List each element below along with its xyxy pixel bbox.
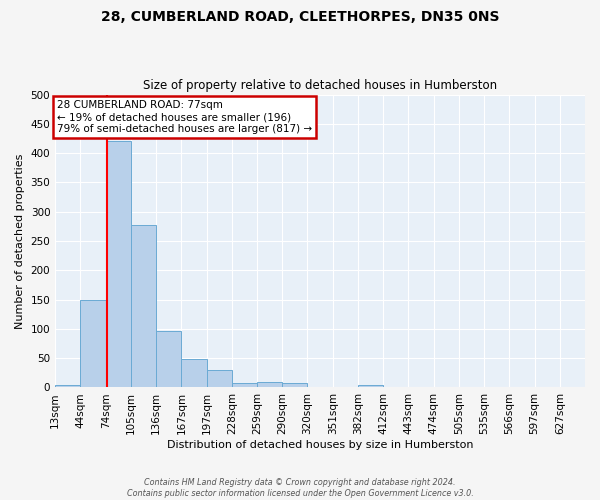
- Bar: [257, 382, 282, 388]
- Bar: [282, 384, 307, 388]
- Bar: [131, 224, 156, 388]
- Y-axis label: Number of detached properties: Number of detached properties: [15, 154, 25, 328]
- Bar: [80, 300, 106, 388]
- Bar: [206, 370, 232, 388]
- Bar: [181, 359, 206, 388]
- Text: 28 CUMBERLAND ROAD: 77sqm
← 19% of detached houses are smaller (196)
79% of semi: 28 CUMBERLAND ROAD: 77sqm ← 19% of detac…: [57, 100, 312, 134]
- Bar: [358, 384, 383, 388]
- Bar: [332, 387, 358, 388]
- Bar: [156, 331, 181, 388]
- Text: Contains HM Land Registry data © Crown copyright and database right 2024.
Contai: Contains HM Land Registry data © Crown c…: [127, 478, 473, 498]
- X-axis label: Distribution of detached houses by size in Humberston: Distribution of detached houses by size …: [167, 440, 473, 450]
- Bar: [106, 142, 131, 388]
- Bar: [232, 384, 257, 388]
- Title: Size of property relative to detached houses in Humberston: Size of property relative to detached ho…: [143, 79, 497, 92]
- Text: 28, CUMBERLAND ROAD, CLEETHORPES, DN35 0NS: 28, CUMBERLAND ROAD, CLEETHORPES, DN35 0…: [101, 10, 499, 24]
- Bar: [55, 384, 80, 388]
- Bar: [307, 387, 332, 388]
